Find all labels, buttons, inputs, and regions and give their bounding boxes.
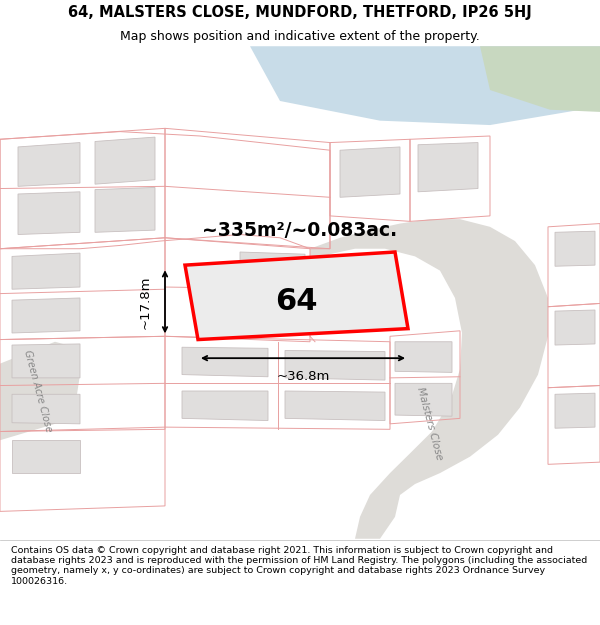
Polygon shape	[340, 147, 400, 198]
Polygon shape	[95, 188, 155, 232]
Polygon shape	[285, 391, 385, 421]
Polygon shape	[285, 351, 385, 380]
Text: ~17.8m: ~17.8m	[139, 275, 151, 329]
Polygon shape	[182, 391, 268, 421]
Text: ~335m²/~0.083ac.: ~335m²/~0.083ac.	[202, 221, 398, 239]
Text: Malsters Close: Malsters Close	[415, 386, 445, 461]
Polygon shape	[12, 344, 80, 378]
Polygon shape	[395, 342, 452, 372]
Polygon shape	[250, 46, 600, 125]
Polygon shape	[12, 440, 80, 473]
Polygon shape	[0, 342, 80, 440]
Polygon shape	[555, 231, 595, 266]
Polygon shape	[418, 142, 478, 192]
Polygon shape	[555, 393, 595, 428]
Text: Map shows position and indicative extent of the property.: Map shows position and indicative extent…	[120, 29, 480, 42]
Polygon shape	[182, 348, 268, 377]
Text: 64: 64	[275, 288, 318, 316]
Polygon shape	[12, 298, 80, 333]
Polygon shape	[555, 310, 595, 345]
Text: Contains OS data © Crown copyright and database right 2021. This information is : Contains OS data © Crown copyright and d…	[11, 546, 587, 586]
Polygon shape	[240, 252, 305, 281]
Polygon shape	[185, 252, 408, 339]
Text: 64, MALSTERS CLOSE, MUNDFORD, THETFORD, IP26 5HJ: 64, MALSTERS CLOSE, MUNDFORD, THETFORD, …	[68, 5, 532, 20]
Polygon shape	[240, 296, 305, 331]
Polygon shape	[18, 192, 80, 234]
Polygon shape	[95, 137, 155, 184]
Text: ~36.8m: ~36.8m	[277, 370, 329, 383]
Polygon shape	[480, 46, 600, 112]
Polygon shape	[12, 394, 80, 424]
Polygon shape	[12, 253, 80, 289]
Polygon shape	[310, 219, 548, 539]
Text: Green Acre Close: Green Acre Close	[22, 349, 54, 433]
Polygon shape	[395, 383, 452, 416]
Polygon shape	[18, 142, 80, 186]
